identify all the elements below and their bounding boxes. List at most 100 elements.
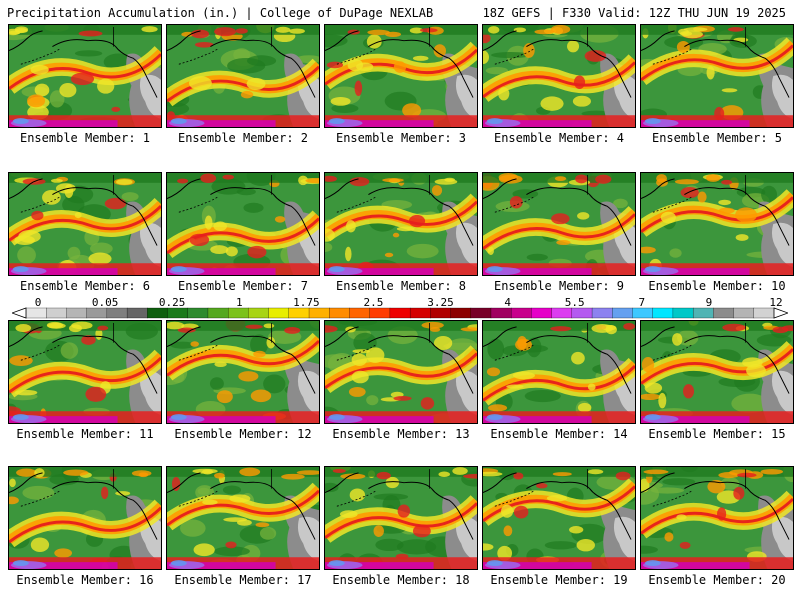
precipitation-map [166,24,320,128]
colorbar-swatch [207,307,229,319]
colorbar-swatch [571,307,593,319]
colorbar-swatch [187,307,209,319]
colorbar-swatch [551,307,573,319]
precipitation-map [640,320,794,424]
model-run-info: 18Z GEFS | F330 Valid: 12Z THU JUN 19 20… [482,6,786,20]
ensemble-panel: Ensemble Member: 11 [8,320,162,441]
precipitation-map [640,172,794,276]
colorbar-swatch [308,307,330,319]
ensemble-panel: Ensemble Member: 7 [166,172,320,293]
precipitation-map [166,320,320,424]
colorbar-swatch [430,307,451,319]
ensemble-member-label: Ensemble Member: 11 [16,427,154,441]
colorbar-tick-label: 4 [504,296,511,309]
ensemble-member-label: Ensemble Member: 15 [648,427,786,441]
colorbar-swatch [25,307,47,319]
colorbar-swatch [470,307,492,319]
colorbar-swatch [713,307,735,319]
colorbar-swatch [692,307,714,319]
colorbar-swatches [25,307,775,319]
colorbar-tick-label: 3.25 [427,296,454,309]
precipitation-map [324,466,478,570]
colorbar-swatch [329,307,350,319]
colorbar-swatch [450,307,472,319]
precipitation-map [482,24,636,128]
colorbar-tick-label: 9 [706,296,713,309]
ensemble-member-label: Ensemble Member: 7 [177,279,309,293]
ensemble-member-label: Ensemble Member: 8 [335,279,467,293]
colorbar-swatch [86,307,108,319]
colorbar-swatch [389,307,411,319]
ensemble-panel: Ensemble Member: 18 [324,466,478,587]
ensemble-member-label: Ensemble Member: 5 [651,131,783,145]
colorbar-tick-label: 12 [769,296,782,309]
ensemble-panel: Ensemble Member: 8 [324,172,478,293]
ensemble-member-label: Ensemble Member: 3 [335,131,467,145]
colorbar-swatch [66,307,88,319]
colorbar-swatch [268,307,290,319]
precipitation-colorbar: 0 0.05 0.25 1 1.75 2.5 3.25 4 5.5 7 9 12 [12,296,788,319]
ensemble-panel: Ensemble Member: 13 [324,320,478,441]
colorbar-swatch [167,307,189,319]
ensemble-panel: Ensemble Member: 19 [482,466,636,587]
colorbar-swatch [147,307,168,319]
ensemble-member-label: Ensemble Member: 4 [493,131,625,145]
colorbar-swatch [632,307,654,319]
colorbar-tick-label: 0.25 [159,296,186,309]
ensemble-member-label: Ensemble Member: 12 [174,427,312,441]
colorbar-swatch [531,307,553,319]
colorbar-swatch [409,307,431,319]
ensemble-member-label: Ensemble Member: 16 [16,573,154,587]
ensemble-panel: Ensemble Member: 5 [640,24,794,145]
precipitation-map [482,320,636,424]
colorbar-tick-label: 0.05 [92,296,119,309]
precipitation-map [324,172,478,276]
colorbar-swatch [652,307,674,319]
ensemble-panel: Ensemble Member: 16 [8,466,162,587]
precipitation-map [324,24,478,128]
colorbar-swatch [106,307,128,319]
colorbar-swatch [288,307,310,319]
precipitation-map [324,320,478,424]
ensemble-panel: Ensemble Member: 6 [8,172,162,293]
ensemble-panel: Ensemble Member: 12 [166,320,320,441]
ensemble-panel: Ensemble Member: 1 [8,24,162,145]
colorbar-swatch [591,307,613,319]
precipitation-map [8,466,162,570]
ensemble-panel: Ensemble Member: 9 [482,172,636,293]
colorbar-swatch [753,307,775,319]
colorbar-swatch [126,307,148,319]
ensemble-panel: Ensemble Member: 2 [166,24,320,145]
ensemble-panel: Ensemble Member: 4 [482,24,636,145]
colorbar-tick-label: 7 [639,296,646,309]
colorbar-swatch [672,307,694,319]
precipitation-map [166,466,320,570]
ensemble-panel: Ensemble Member: 15 [640,320,794,441]
precipitation-map [8,172,162,276]
precipitation-map [482,172,636,276]
ensemble-member-label: Ensemble Member: 14 [490,427,628,441]
ensemble-member-label: Ensemble Member: 19 [490,573,628,587]
precipitation-map [640,466,794,570]
colorbar-left-arrow [12,307,27,319]
colorbar-tick-label: 1 [236,296,243,309]
colorbar-swatch [511,307,532,319]
ensemble-member-label: Ensemble Member: 1 [19,131,151,145]
ensemble-member-label: Ensemble Member: 17 [174,573,312,587]
map-title: Precipitation Accumulation (in.) | Colle… [7,6,434,20]
ensemble-panel: Ensemble Member: 17 [166,466,320,587]
colorbar-swatch [490,307,512,319]
colorbar-swatch [612,307,633,319]
ensemble-panel: Ensemble Member: 14 [482,320,636,441]
colorbar-right-arrow [773,307,788,319]
colorbar-swatch [733,307,755,319]
precipitation-map [8,24,162,128]
precipitation-map [166,172,320,276]
ensemble-member-label: Ensemble Member: 20 [648,573,786,587]
ensemble-member-label: Ensemble Member: 10 [648,279,786,293]
colorbar-tick-label: 5.5 [565,296,585,309]
colorbar-swatch [349,307,371,319]
precipitation-map [8,320,162,424]
colorbar-tick-label: 0 [35,296,42,309]
ensemble-member-label: Ensemble Member: 13 [332,427,470,441]
